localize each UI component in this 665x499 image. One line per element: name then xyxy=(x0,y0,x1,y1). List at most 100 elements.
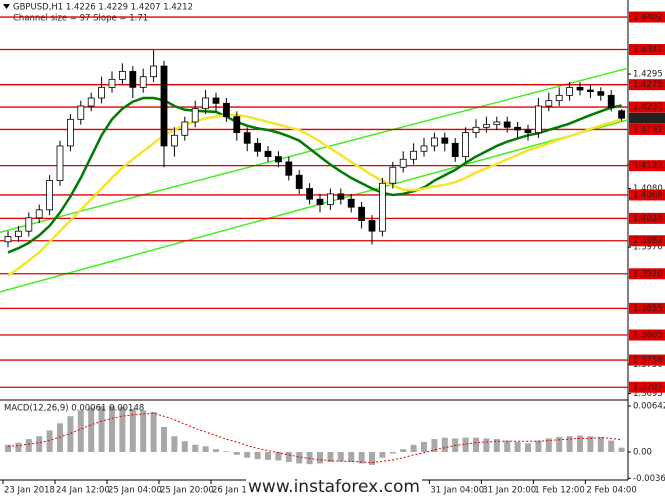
macd-bar xyxy=(431,439,438,452)
candle-body xyxy=(14,230,22,237)
macd-bar xyxy=(473,437,479,452)
macd-bar xyxy=(545,438,552,452)
macd-bar xyxy=(244,451,251,458)
level-label: 1.4402 xyxy=(633,13,663,23)
macd-bar xyxy=(441,437,448,452)
level-label: 1.4024 xyxy=(633,214,663,224)
candle-body xyxy=(295,174,303,189)
level-label: 1.3855 xyxy=(633,304,663,314)
candle-body xyxy=(493,121,501,126)
candle-body xyxy=(56,145,64,181)
macd-bar xyxy=(223,451,230,452)
macd-bar xyxy=(577,435,583,452)
macd-bar xyxy=(46,430,53,452)
macd-bar xyxy=(181,441,188,452)
level-label-box xyxy=(629,212,665,224)
macd-bar xyxy=(462,437,469,452)
macd-bar xyxy=(587,436,594,452)
watermark: www.instaforex.com xyxy=(248,477,420,497)
candle-body xyxy=(368,220,376,232)
candle-body xyxy=(503,121,511,128)
x-tick-label: 31 Jan 04:00 xyxy=(430,486,484,496)
x-tick-label: 25 Jan 20:00 xyxy=(160,486,214,496)
candle-body xyxy=(316,198,324,205)
macd-bar xyxy=(483,438,490,452)
macd-bar xyxy=(119,406,126,452)
macd-bar xyxy=(566,436,573,452)
macd-bar xyxy=(379,451,386,458)
level-label-box xyxy=(629,44,665,56)
macd-bar xyxy=(109,406,115,452)
level-label-box xyxy=(629,11,665,23)
candle-body xyxy=(77,105,85,120)
level-label-box xyxy=(629,381,665,393)
level-label: 1.4068 xyxy=(633,190,663,200)
macd-bar xyxy=(337,451,344,462)
candle-body xyxy=(389,166,397,184)
macd-bar xyxy=(618,447,625,452)
level-label: 1.4275 xyxy=(633,80,663,90)
chart-title: GBPUSD,H1 1.4226 1.4229 1.4207 1.4212 xyxy=(13,3,193,13)
level-label-box xyxy=(629,354,665,366)
macd-bar xyxy=(213,449,219,452)
last-price-box xyxy=(629,112,665,124)
macd-bar xyxy=(535,440,542,452)
candle-body xyxy=(337,193,345,200)
y-tick-label: 1.4295 xyxy=(633,70,663,80)
candle-body xyxy=(566,86,573,96)
macd-bar xyxy=(171,436,178,452)
moving-average xyxy=(7,96,622,254)
candle-body xyxy=(410,150,418,160)
candle-body xyxy=(451,142,459,157)
candle-body xyxy=(222,102,230,118)
level-label: 1.4233 xyxy=(633,103,663,113)
candle-body xyxy=(618,110,625,119)
candle-body xyxy=(191,108,199,123)
level-label-box xyxy=(629,268,665,280)
chart-subtitle: Channel size = 97 Slope = 1.71 xyxy=(13,14,148,24)
x-tick-label: 1 Feb 12:00 xyxy=(534,486,584,496)
macd-bar xyxy=(233,451,240,455)
candle-body xyxy=(555,94,563,102)
macd-bar xyxy=(275,451,282,461)
channel-line xyxy=(0,119,629,293)
candle-body xyxy=(129,70,137,88)
candle-body xyxy=(181,121,189,136)
candle-body xyxy=(545,100,553,107)
macd-bar xyxy=(400,449,407,452)
candle-body xyxy=(108,78,116,88)
candle-body xyxy=(441,137,449,144)
candle-body xyxy=(87,97,95,107)
macd-bar xyxy=(389,451,396,454)
macd-bar xyxy=(129,409,136,452)
candle-body xyxy=(358,206,366,221)
candle-body xyxy=(462,132,470,157)
macd-bar xyxy=(348,451,355,463)
macd-bar xyxy=(608,440,615,452)
macd-bar xyxy=(161,426,167,452)
x-tick-label: 2 Feb 04:00 xyxy=(586,486,636,496)
candle-body xyxy=(514,126,521,131)
level-label: 1.3920 xyxy=(633,269,663,279)
macd-title: MACD(12,26,9) 0.00061 0.00148 xyxy=(4,404,144,414)
macd-bar xyxy=(285,451,292,463)
watermark-box xyxy=(246,476,422,496)
macd-bar xyxy=(493,439,500,452)
macd-bar xyxy=(421,441,427,452)
macd-bar xyxy=(98,406,105,452)
level-label-box xyxy=(629,189,665,201)
macd-bar xyxy=(25,439,32,452)
last-price: 1.4212 xyxy=(633,114,663,124)
level-label: 1.3982 xyxy=(633,236,663,246)
candle-body xyxy=(119,70,126,80)
y-tick-label: 1.3970 xyxy=(633,243,663,253)
macd-bar xyxy=(504,440,511,452)
menu-icon xyxy=(3,4,10,9)
candle-body xyxy=(254,142,262,152)
candle-body xyxy=(67,118,74,147)
candle-body xyxy=(347,198,355,208)
candle-body xyxy=(25,217,33,232)
macd-bar xyxy=(327,451,334,463)
macd-signal xyxy=(7,412,622,464)
x-tick-label: 31 Jan 20:00 xyxy=(482,486,536,496)
